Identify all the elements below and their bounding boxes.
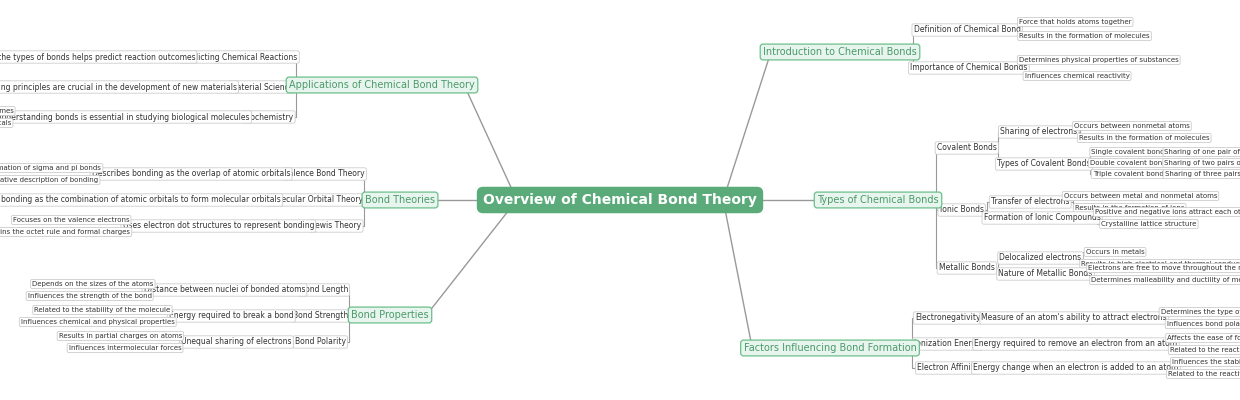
Text: Applications of Chemical Bond Theory: Applications of Chemical Bond Theory — [289, 80, 475, 90]
Text: Electron Affinity: Electron Affinity — [918, 364, 978, 372]
Text: Metallic Bonds: Metallic Bonds — [939, 264, 994, 272]
Text: Focuses on the valence electrons: Focuses on the valence electrons — [12, 217, 129, 223]
Text: Results in the formation of molecules: Results in the formation of molecules — [1019, 33, 1149, 39]
Text: Importance of Chemical Bonds: Importance of Chemical Bonds — [910, 64, 1028, 72]
Text: Explains the formation of sigma and pi bonds: Explains the formation of sigma and pi b… — [0, 165, 102, 171]
Text: Force that holds atoms together: Force that holds atoms together — [1019, 19, 1131, 25]
Text: Formation of Ionic Compounds: Formation of Ionic Compounds — [983, 214, 1101, 222]
Text: Overview of Chemical Bond Theory: Overview of Chemical Bond Theory — [484, 193, 756, 207]
Text: Occurs between metal and nonmetal atoms: Occurs between metal and nonmetal atoms — [1064, 193, 1218, 199]
Text: Influences chemical reactivity: Influences chemical reactivity — [1024, 73, 1130, 79]
Text: Sharing of two pairs of electrons: Sharing of two pairs of electrons — [1164, 160, 1240, 166]
Text: Sharing of three pairs of electrons: Sharing of three pairs of electrons — [1164, 171, 1240, 177]
Text: Energy required to break a bond: Energy required to break a bond — [169, 312, 294, 320]
Text: Describes bonding as the combination of atomic orbitals to form molecular orbita: Describes bonding as the combination of … — [0, 196, 281, 204]
Text: Affects the ease of forming ionic bonds: Affects the ease of forming ionic bonds — [1167, 335, 1240, 341]
Text: Crystalline lattice structure: Crystalline lattice structure — [1101, 221, 1197, 227]
Text: Determines physical properties of substances: Determines physical properties of substa… — [1019, 57, 1179, 63]
Text: Results in high electrical and thermal conductivity: Results in high electrical and thermal c… — [1081, 261, 1240, 267]
Text: Related to the stability of the molecule: Related to the stability of the molecule — [35, 307, 171, 313]
Text: Provides a qualitative description of bonding: Provides a qualitative description of bo… — [0, 177, 98, 183]
Text: Uses electron dot structures to represent bonding: Uses electron dot structures to represen… — [123, 222, 314, 230]
Text: Nature of Metallic Bonds: Nature of Metallic Bonds — [998, 270, 1092, 278]
Text: Occurs in metals: Occurs in metals — [1086, 249, 1145, 255]
Text: Introduction to Chemical Bonds: Introduction to Chemical Bonds — [763, 47, 916, 57]
Text: Explains the octet rule and formal charges: Explains the octet rule and formal charg… — [0, 229, 130, 235]
Text: Bond Properties: Bond Properties — [351, 310, 429, 320]
Text: Predicting Chemical Reactions: Predicting Chemical Reactions — [181, 52, 298, 62]
Text: Helps in the development of pharmaceuticals: Helps in the development of pharmaceutic… — [0, 120, 11, 126]
Text: Definition of Chemical Bond: Definition of Chemical Bond — [914, 26, 1021, 34]
Text: Unequal sharing of electrons: Unequal sharing of electrons — [181, 338, 291, 346]
Text: Bond Strength: Bond Strength — [293, 312, 348, 320]
Text: Influences the stability of ions: Influences the stability of ions — [1172, 359, 1240, 365]
Text: Understanding the types of bonds helps predict reaction outcomes: Understanding the types of bonds helps p… — [0, 52, 195, 62]
Text: Related to the reactivity of nonmetals: Related to the reactivity of nonmetals — [1168, 371, 1240, 377]
Text: Results in partial charges on atoms: Results in partial charges on atoms — [58, 333, 182, 339]
Text: Transfer of electrons: Transfer of electrons — [991, 198, 1069, 206]
Text: Delocalized electrons: Delocalized electrons — [999, 254, 1081, 262]
Text: Molecular Orbital Theory: Molecular Orbital Theory — [268, 196, 363, 204]
Text: Lewis Theory: Lewis Theory — [311, 222, 361, 230]
Text: Sharing of electrons: Sharing of electrons — [1001, 128, 1078, 136]
Text: Depends on the sizes of the atoms: Depends on the sizes of the atoms — [32, 281, 154, 287]
Text: Understanding bonds is essential in studying biological molecules: Understanding bonds is essential in stud… — [0, 112, 250, 122]
Text: Triple covalent bond: Triple covalent bond — [1092, 171, 1163, 177]
Text: Energy required to remove an electron from an atom: Energy required to remove an electron fr… — [975, 340, 1178, 348]
Text: Types of Chemical Bonds: Types of Chemical Bonds — [817, 195, 939, 205]
Text: Single covalent bond: Single covalent bond — [1091, 149, 1164, 155]
Text: Measure of an atom's ability to attract electrons: Measure of an atom's ability to attract … — [982, 314, 1167, 322]
Text: Determines the type of bond formed: Determines the type of bond formed — [1161, 309, 1240, 315]
Text: Influences chemical and physical properties: Influences chemical and physical propert… — [21, 319, 175, 325]
Text: Factors Influencing Bond Formation: Factors Influencing Bond Formation — [744, 343, 916, 353]
Text: Determines malleability and ductility of metals: Determines malleability and ductility of… — [1091, 277, 1240, 283]
Text: Positive and negative ions attract each other: Positive and negative ions attract each … — [1095, 209, 1240, 215]
Text: Types of Covalent Bonds: Types of Covalent Bonds — [997, 160, 1091, 168]
Text: Sharing of one pair of electrons: Sharing of one pair of electrons — [1164, 149, 1240, 155]
Text: Ionic Bonds: Ionic Bonds — [940, 206, 983, 214]
Text: Results in the formation of ions: Results in the formation of ions — [1075, 205, 1184, 211]
Text: Double covalent bond: Double covalent bond — [1090, 160, 1167, 166]
Text: Bond Theories: Bond Theories — [365, 195, 435, 205]
Text: Describes bonding as the overlap of atomic orbitals: Describes bonding as the overlap of atom… — [92, 170, 290, 178]
Text: Affects the structure and function of proteins, DNA, and enzymes: Affects the structure and function of pr… — [0, 108, 14, 114]
Text: Material Science: Material Science — [229, 82, 294, 92]
Text: Distance between nuclei of bonded atoms: Distance between nuclei of bonded atoms — [144, 286, 305, 294]
Text: Influences bond polarity: Influences bond polarity — [1167, 321, 1240, 327]
Text: Related to the reactivity of metals: Related to the reactivity of metals — [1169, 347, 1240, 353]
Text: Occurs between nonmetal atoms: Occurs between nonmetal atoms — [1074, 123, 1189, 129]
Text: Bond Polarity: Bond Polarity — [295, 338, 346, 346]
Text: Bond Length: Bond Length — [300, 286, 348, 294]
Text: Ionization Energy: Ionization Energy — [914, 340, 981, 348]
Text: Results in the formation of molecules: Results in the formation of molecules — [1079, 135, 1209, 141]
Text: Biochemistry: Biochemistry — [243, 112, 294, 122]
Text: Influences intermolecular forces: Influences intermolecular forces — [68, 345, 181, 351]
Text: Electronegativity: Electronegativity — [915, 314, 981, 322]
Text: Electrons are free to move throughout the metal: Electrons are free to move throughout th… — [1089, 265, 1240, 271]
Text: Valence Bond Theory: Valence Bond Theory — [284, 170, 365, 178]
Text: Influences the strength of the bond: Influences the strength of the bond — [27, 293, 151, 299]
Text: Bonding principles are crucial in the development of new materials: Bonding principles are crucial in the de… — [0, 82, 237, 92]
Text: Energy change when an electron is added to an atom: Energy change when an electron is added … — [973, 364, 1179, 372]
Text: Covalent Bonds: Covalent Bonds — [937, 144, 997, 152]
